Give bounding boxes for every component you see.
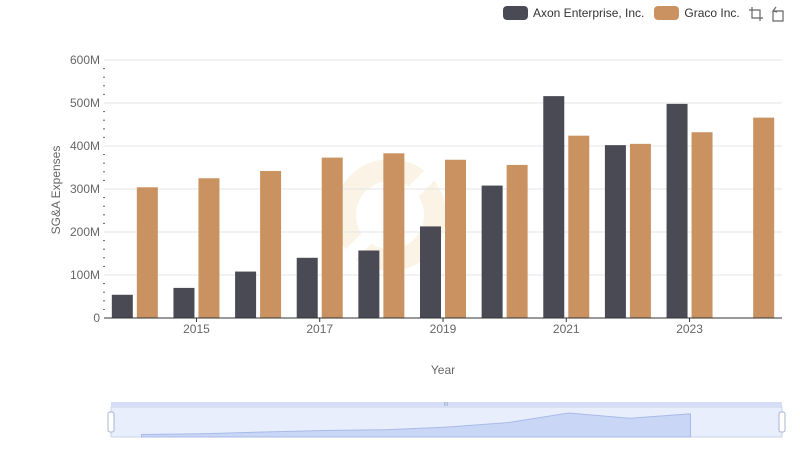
bar-axon-2017 xyxy=(296,257,318,318)
bar-graco-2019 xyxy=(445,159,466,318)
slider-top-bar xyxy=(111,402,782,407)
y-tick-label: 600M xyxy=(70,53,100,67)
bar-graco-2014 xyxy=(136,187,158,318)
bar-axon-2020 xyxy=(481,185,503,318)
y-tick-label: 200M xyxy=(70,225,100,239)
bar-graco-2016 xyxy=(260,170,282,318)
slider-data-shadow xyxy=(141,412,691,438)
legend-swatch-axon xyxy=(503,6,528,20)
x-tick-label: 2021 xyxy=(553,322,580,336)
y-tick-label: 0 xyxy=(93,311,100,325)
bar-graco-2021 xyxy=(568,135,590,318)
y-axis-ticks: 0 100M 200M 300M 400M 500M 600M xyxy=(70,53,100,325)
x-tick-label: 2023 xyxy=(676,322,703,336)
bar-graco-2017 xyxy=(321,157,343,318)
bar-axon-2021 xyxy=(543,96,565,319)
toolbox xyxy=(748,6,786,22)
bar-axon-2022 xyxy=(604,145,626,318)
restore-icon[interactable] xyxy=(770,6,786,22)
y-axis-label: SG&A Expenses xyxy=(49,146,63,235)
zoom-slider[interactable]: III xyxy=(107,402,786,438)
x-tick-label: 2019 xyxy=(430,322,457,336)
legend: Axon Enterprise, Inc. Graco Inc. xyxy=(503,4,750,22)
bar-graco-2023 xyxy=(691,132,713,318)
x-tick-label: 2017 xyxy=(306,322,333,336)
slider-handle-label: III xyxy=(444,402,448,408)
y-tick-label: 300M xyxy=(70,182,100,196)
slider-handle-right xyxy=(778,411,786,433)
y-tick-label: 100M xyxy=(70,268,100,282)
legend-item-axon[interactable]: Axon Enterprise, Inc. xyxy=(503,6,644,20)
bar-axon-2018 xyxy=(358,250,380,318)
bar-graco-2024 xyxy=(753,117,775,319)
y-axis-minor-ticks xyxy=(103,68,105,310)
zoom-icon[interactable] xyxy=(748,6,764,22)
bar-axon-2019 xyxy=(420,226,441,318)
bar-graco-2020 xyxy=(506,164,528,318)
x-axis-label: Year xyxy=(431,363,455,377)
y-tick-label: 500M xyxy=(70,96,100,110)
bar-graco-2022 xyxy=(629,143,651,318)
bars xyxy=(111,96,775,319)
bar-axon-2014 xyxy=(111,294,133,318)
legend-label-graco: Graco Inc. xyxy=(684,6,740,20)
y-tick-label: 400M xyxy=(70,139,100,153)
bar-graco-2018 xyxy=(383,153,405,318)
bar-graco-2015 xyxy=(198,178,220,318)
bar-axon-2016 xyxy=(235,271,257,318)
x-axis-ticks: 2015 2017 2019 2021 2023 xyxy=(183,318,703,336)
slider-handle-left xyxy=(107,411,115,433)
x-tick-label: 2015 xyxy=(183,322,210,336)
legend-label-axon: Axon Enterprise, Inc. xyxy=(533,6,645,20)
legend-item-graco[interactable]: Graco Inc. xyxy=(654,6,740,20)
bar-axon-2015 xyxy=(173,287,195,318)
legend-swatch-graco xyxy=(654,6,680,20)
bar-axon-2023 xyxy=(666,103,688,318)
